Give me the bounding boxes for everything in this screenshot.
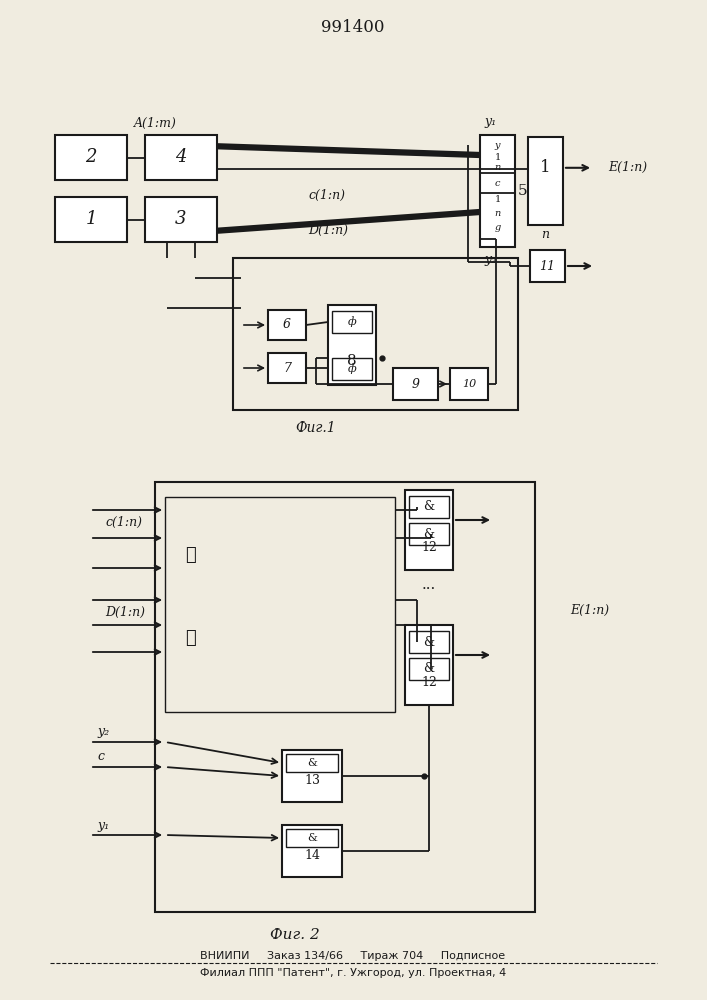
Bar <box>165 497 395 712</box>
Text: &: & <box>423 500 435 514</box>
Bar <box>286 829 338 847</box>
Text: c(1:n): c(1:n) <box>308 188 345 202</box>
Text: 1: 1 <box>494 196 501 205</box>
Bar <box>530 250 565 282</box>
Text: y₁: y₁ <box>484 115 496 128</box>
Text: ...: ... <box>422 578 436 592</box>
Bar <box>409 523 449 545</box>
Bar <box>282 825 342 877</box>
Text: 1: 1 <box>86 211 97 229</box>
Text: n: n <box>494 162 501 172</box>
Bar <box>409 496 449 518</box>
Text: 8: 8 <box>347 354 357 368</box>
Bar <box>55 197 127 242</box>
Bar <box>145 135 217 180</box>
Text: D(1:n): D(1:n) <box>105 605 145 618</box>
Text: 12: 12 <box>421 541 437 554</box>
Text: 5: 5 <box>518 184 528 198</box>
Bar <box>55 135 127 180</box>
Text: 991400: 991400 <box>321 19 385 36</box>
Bar <box>409 658 449 680</box>
Text: c: c <box>97 750 104 764</box>
Text: 3: 3 <box>175 211 187 229</box>
Text: 12: 12 <box>421 676 437 689</box>
Text: g: g <box>494 223 501 232</box>
Bar <box>268 310 306 340</box>
Bar <box>528 137 563 225</box>
Text: Филиал ППП "Патент", г. Ужгород, ул. Проектная, 4: Филиал ППП "Патент", г. Ужгород, ул. Про… <box>200 968 506 978</box>
Bar <box>233 258 518 410</box>
Bar <box>405 625 453 705</box>
Text: Фиг. 2: Фиг. 2 <box>270 928 320 942</box>
Text: ⋯: ⋯ <box>185 546 195 564</box>
Text: c: c <box>495 178 501 188</box>
Text: E(1:n): E(1:n) <box>608 161 647 174</box>
Text: 1: 1 <box>540 159 551 176</box>
Text: ⋯: ⋯ <box>185 629 195 647</box>
Text: 9: 9 <box>411 377 419 390</box>
Bar <box>155 482 535 912</box>
Text: c(1:n): c(1:n) <box>105 516 142 528</box>
Text: y₂: y₂ <box>484 253 496 266</box>
Text: y₁: y₁ <box>97 818 109 832</box>
Bar <box>268 353 306 383</box>
Text: D(1:n): D(1:n) <box>308 224 348 236</box>
Text: 7: 7 <box>283 361 291 374</box>
Text: &: & <box>423 662 435 676</box>
Text: &: & <box>423 636 435 648</box>
Text: A(1:m): A(1:m) <box>134 116 177 129</box>
Text: y₂: y₂ <box>97 726 109 738</box>
Bar <box>480 135 515 247</box>
Text: 4: 4 <box>175 148 187 166</box>
Bar <box>286 754 338 772</box>
Text: y: y <box>495 140 501 149</box>
Bar <box>450 368 488 400</box>
Text: &: & <box>307 833 317 843</box>
Bar <box>332 311 372 333</box>
Bar <box>282 750 342 802</box>
Text: ф: ф <box>348 364 356 374</box>
Text: &: & <box>307 758 317 768</box>
Text: 10: 10 <box>462 379 476 389</box>
Text: ф: ф <box>348 317 356 327</box>
Text: E(1:n): E(1:n) <box>570 603 609 616</box>
Text: n: n <box>542 229 549 241</box>
Bar <box>332 358 372 380</box>
Text: 11: 11 <box>539 259 556 272</box>
Text: 13: 13 <box>304 774 320 787</box>
Bar <box>405 490 453 570</box>
Text: Фиг.1: Фиг.1 <box>295 421 336 435</box>
Text: 2: 2 <box>86 148 97 166</box>
Text: ВНИИПИ     Заказ 134/66     Тираж 704     Подписное: ВНИИПИ Заказ 134/66 Тираж 704 Подписное <box>201 951 506 961</box>
Bar <box>393 368 438 400</box>
Bar <box>328 305 376 385</box>
Bar <box>145 197 217 242</box>
Text: 6: 6 <box>283 318 291 332</box>
Bar <box>409 631 449 653</box>
Text: 1: 1 <box>494 152 501 161</box>
Text: n: n <box>494 209 501 218</box>
Text: &: & <box>423 528 435 540</box>
Text: 14: 14 <box>304 849 320 862</box>
